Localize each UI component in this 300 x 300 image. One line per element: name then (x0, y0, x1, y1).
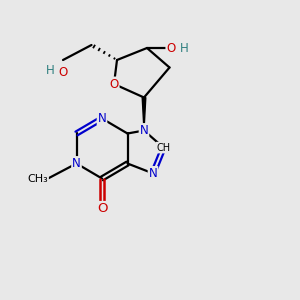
Text: O: O (97, 202, 107, 215)
Text: CH₃: CH₃ (27, 173, 48, 184)
Text: O: O (110, 77, 118, 91)
Text: CH: CH (156, 142, 171, 153)
Text: N: N (98, 112, 106, 125)
Text: N: N (72, 157, 81, 170)
Text: O: O (167, 41, 176, 55)
Text: H: H (179, 41, 188, 55)
Polygon shape (142, 98, 146, 130)
Text: H: H (46, 64, 55, 77)
Text: O: O (97, 202, 107, 215)
Text: N: N (148, 167, 158, 180)
Text: N: N (140, 124, 148, 137)
Text: O: O (58, 65, 67, 79)
